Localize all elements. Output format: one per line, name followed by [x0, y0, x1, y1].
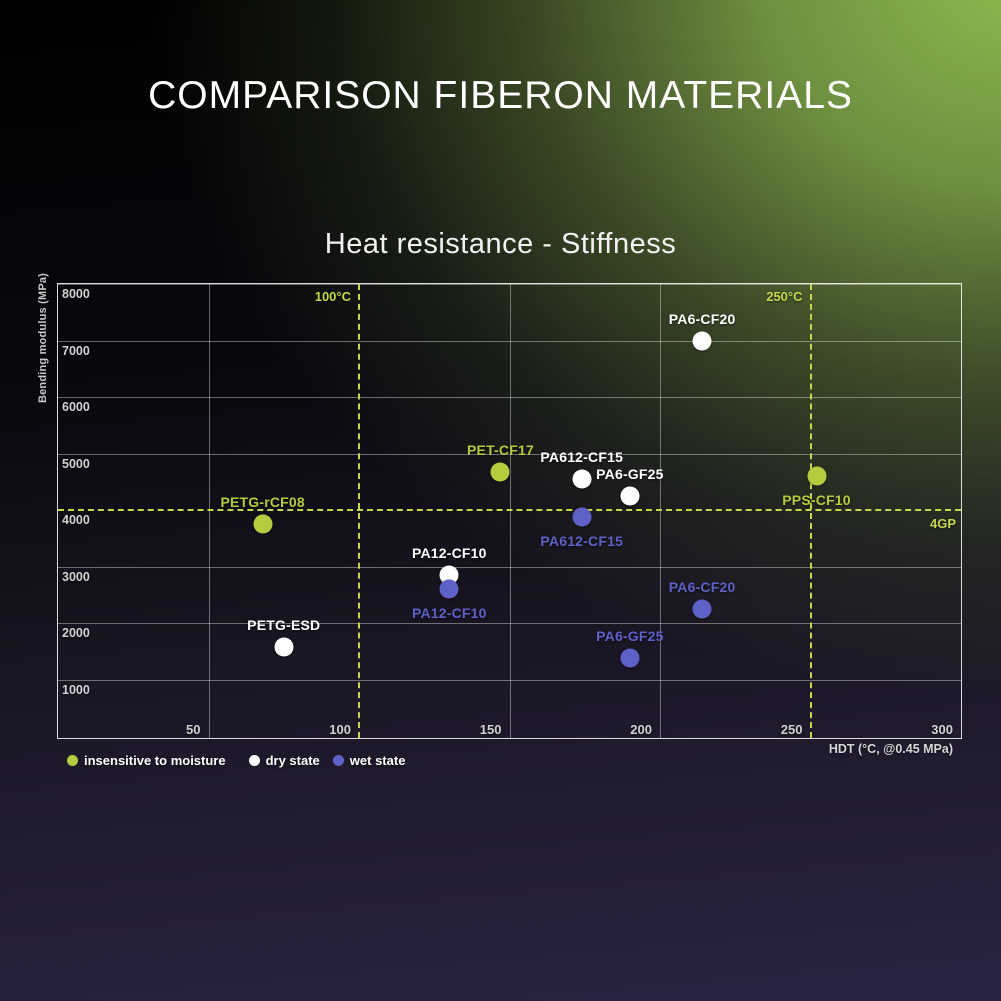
data-point-label: PPS-CF10: [782, 492, 851, 509]
plot-area: 100°C 250°C 4GP 50 100 150 200 250 300 8000 7000 60…: [57, 283, 962, 739]
data-point: [620, 486, 640, 506]
y-gridline: [58, 340, 961, 342]
y-tick-label: 5000: [62, 456, 90, 471]
x-tick-label: 200: [630, 722, 652, 737]
x-tick-label: 150: [479, 722, 502, 737]
x-tick-label: 250: [780, 722, 803, 737]
data-point: [692, 331, 712, 350]
x-axis-title: HDT (°C, @0.45 MPa): [828, 742, 953, 756]
y-gridline: [58, 397, 961, 398]
data-point: [253, 514, 273, 534]
y-axis-title: Bending modulus (MPa): [37, 272, 49, 404]
data-point-label: PA6-GF25: [596, 628, 664, 645]
y-gridline: [58, 679, 961, 681]
data-point-label: PA6-CF20: [668, 578, 736, 595]
reference-line-horizontal: [58, 509, 961, 511]
legend-marker-white-icon: [248, 755, 260, 766]
y-gridline: [58, 284, 961, 285]
x-gridline: [660, 284, 661, 738]
legend: insensitive to moisture dry state wet stat…: [67, 753, 428, 768]
reference-line-label: 250°C: [766, 289, 803, 304]
x-tick-label: 100: [329, 722, 351, 737]
data-point: [572, 507, 592, 527]
legend-item: insensitive to moisture: [67, 753, 226, 768]
reference-line-vertical: [358, 284, 360, 738]
data-point: [439, 579, 459, 599]
x-gridline: [208, 284, 210, 738]
legend-label: insensitive to moisture: [84, 753, 226, 768]
data-point: [572, 469, 592, 489]
y-tick-label: 7000: [62, 343, 90, 358]
data-point-label: PETG-ESD: [247, 616, 321, 633]
data-point: [807, 466, 827, 486]
y-gridline: [58, 623, 961, 625]
data-point: [274, 637, 294, 657]
legend-marker-green-icon: [67, 755, 78, 766]
y-tick-label: 8000: [62, 287, 90, 301]
y-tick-label: 2000: [62, 626, 90, 641]
data-point-label: PA12-CF10: [411, 605, 487, 622]
legend-label: wet state: [349, 753, 406, 768]
data-point-label: PETG-rCF08: [220, 494, 305, 511]
y-tick-label: 3000: [62, 569, 90, 584]
data-point: [620, 648, 640, 668]
reference-line-vertical: [809, 284, 812, 738]
x-tick-label: 300: [931, 722, 953, 737]
legend-item: dry state: [248, 753, 320, 768]
data-point-label: PET-CF17: [466, 442, 534, 459]
x-tick-label: 50: [186, 722, 201, 737]
data-point-label: PA6-GF25: [596, 465, 664, 482]
data-point: [490, 462, 510, 482]
y-tick-label: 1000: [62, 682, 90, 697]
data-point-label: PA612-CF15: [540, 448, 624, 465]
chart-title: Heat resistance - Stiffness: [324, 228, 677, 260]
y-tick-label: 6000: [62, 400, 90, 414]
page-title: COMPARISON FIBERON MATERIALS: [148, 74, 853, 117]
data-point-label: PA6-CF20: [668, 310, 736, 327]
reference-line-label: 4GP: [929, 516, 956, 531]
reference-line-label: 100°C: [314, 289, 351, 304]
legend-item: wet state: [332, 753, 406, 768]
legend-label: dry state: [265, 753, 320, 768]
y-gridline: [58, 453, 961, 455]
data-point: [692, 599, 712, 619]
y-tick-label: 4000: [62, 513, 90, 527]
legend-marker-purple-icon: [332, 755, 344, 766]
data-point-label: PA612-CF15: [540, 533, 624, 550]
data-point-label: PA12-CF10: [411, 544, 487, 561]
x-gridline: [509, 284, 511, 738]
y-gridline: [58, 566, 961, 568]
